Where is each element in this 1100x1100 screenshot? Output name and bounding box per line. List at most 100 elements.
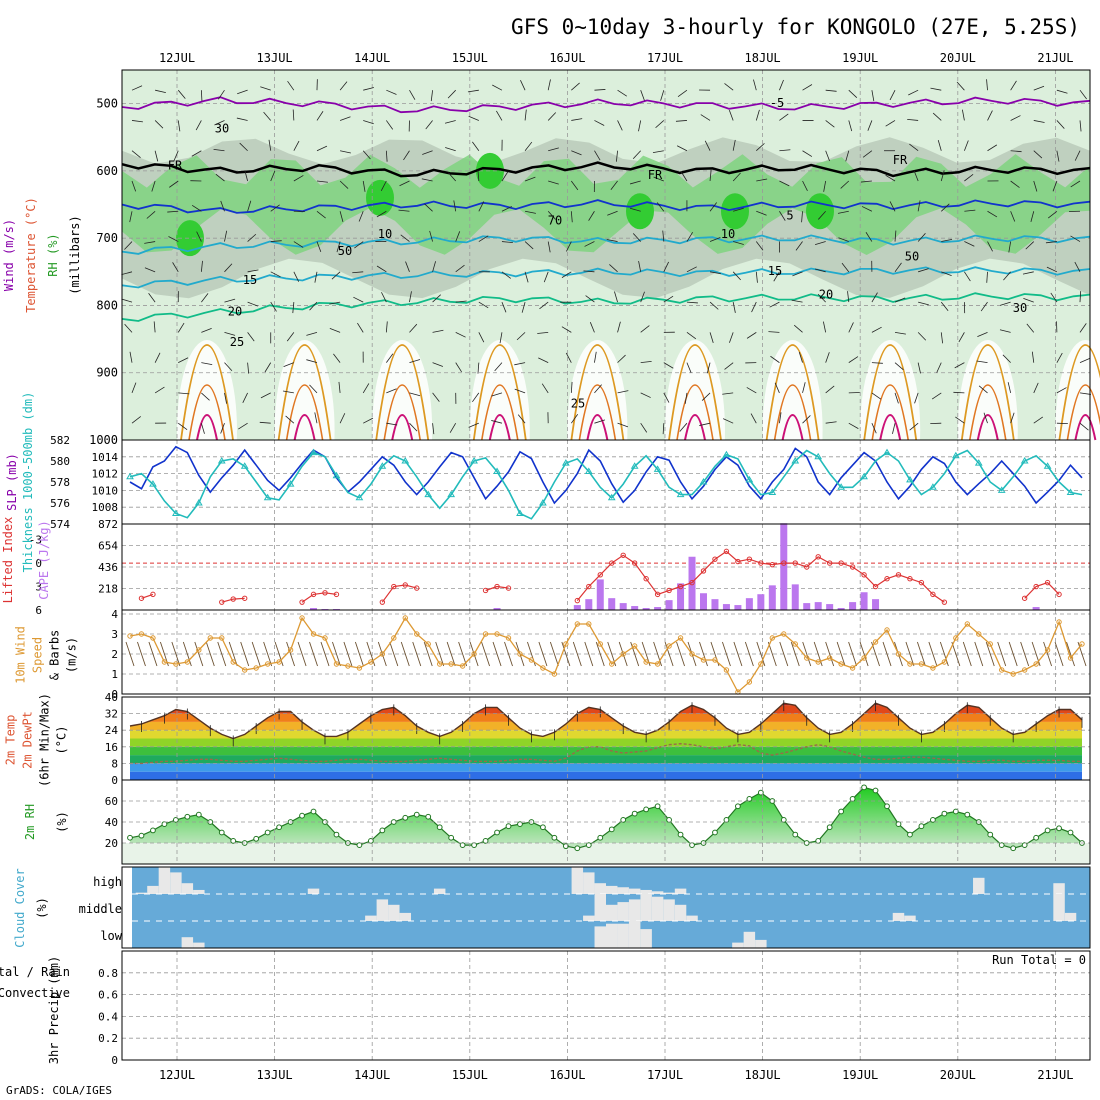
wind-speed-point [207,635,213,641]
wind-speed-point [345,663,351,669]
wind-barb [332,641,341,667]
wind-barb [732,271,741,281]
li-tick-label: 0 [35,557,42,570]
wind-barb [616,150,618,162]
wind-speed-point [253,665,259,671]
wind-barb [195,120,202,131]
lifted-index-point [631,560,638,566]
wind-barb [251,641,261,667]
cloud-bar-low [594,926,606,948]
y-axis-label: 2m DewPt [21,711,35,769]
wind-barb [750,413,757,424]
wind-barb [774,382,780,394]
wind-barb [200,90,203,102]
wind-barb [1045,241,1057,244]
wind-barb [432,261,437,272]
wind-barb [565,352,572,363]
lifted-index-point [723,548,730,555]
rh-base [122,843,1090,864]
wind-speed-point [1056,619,1062,625]
cape-bar [826,604,834,610]
wind-speed-point [849,665,856,671]
wind-barb [270,301,277,312]
wind-barb [236,117,248,121]
wind-barb [263,641,273,667]
date-tick-label: 19JUL [842,51,878,65]
wind-speed-point [1021,667,1028,673]
wind-barb [200,260,203,272]
thickness-tick-label: 576 [50,497,70,510]
wind-barb [362,180,366,192]
wind-barb [224,362,233,372]
wind-barb [173,150,179,162]
rh-point [1067,829,1074,836]
wind-barb [455,362,462,373]
rh-point [918,823,925,830]
thickness-point [263,493,272,501]
rh-point [172,817,179,823]
wind-speed-point [792,641,798,647]
wind-barb [292,302,295,314]
rh-point [505,823,512,830]
wind-barb [867,120,873,131]
rh-point [987,831,994,838]
wind-barb [144,267,156,273]
cape-bar [837,608,845,610]
rh-point [712,829,718,836]
wind-speed-point [494,631,500,637]
cape-bar [493,608,501,610]
wind-tick-label: 0 [111,688,118,701]
wind-barb [779,180,790,187]
lifted-index-point [746,556,753,562]
wind-barb [154,120,164,129]
wind-speed-point [609,661,615,667]
cape-bar [642,608,650,610]
wind-barb [400,234,410,242]
thickness-point [309,448,318,456]
wind-barb [987,110,993,121]
wind-barb [848,322,854,333]
date-tick-label: 21JUL [1037,1068,1073,1082]
wind-speed-point [895,651,902,657]
wind-barb [802,84,813,91]
wind-barb [521,301,526,313]
lifted-index-point [930,591,936,598]
dry-lobe [762,340,823,520]
wind-barb [584,641,594,667]
lifted-index-point [918,579,925,586]
wind-barb [955,416,965,424]
cape-bar [699,593,707,610]
pressure-tick-label: 500 [96,97,118,111]
contour-label: -5 [770,96,784,110]
rh-point [356,842,363,848]
wind-barb [859,641,869,667]
rh-area [130,787,1082,849]
wind-barb [679,422,688,432]
wind-tick-label: 1 [111,668,118,681]
pressure-tick-label: 800 [96,298,118,312]
wind-barb [1054,641,1064,667]
wind-barb [524,210,536,214]
rh-point [826,824,833,831]
wind-barb [1003,271,1011,281]
wind-barb [201,293,209,303]
cloud-level-label: high [93,875,122,889]
wind-tick-label: 2 [111,648,118,661]
wind-barb [871,326,882,333]
wind-barb [1046,266,1058,273]
wind-barb [594,150,601,161]
isotherm-30 [1066,384,1100,441]
lifted-index-point [666,587,672,594]
wind-barb [477,170,480,182]
wind-barb [594,120,605,126]
wind-barb [848,120,853,132]
wind-barb [905,641,915,667]
wind-barb [825,421,837,424]
lifted-index-point [391,583,397,590]
wind-barb [894,362,904,371]
cape-bar [711,599,719,610]
wind-barb [1030,211,1035,223]
thickness-point [149,480,157,487]
cloud-bar-middle [904,915,916,921]
rh-point [643,806,650,813]
